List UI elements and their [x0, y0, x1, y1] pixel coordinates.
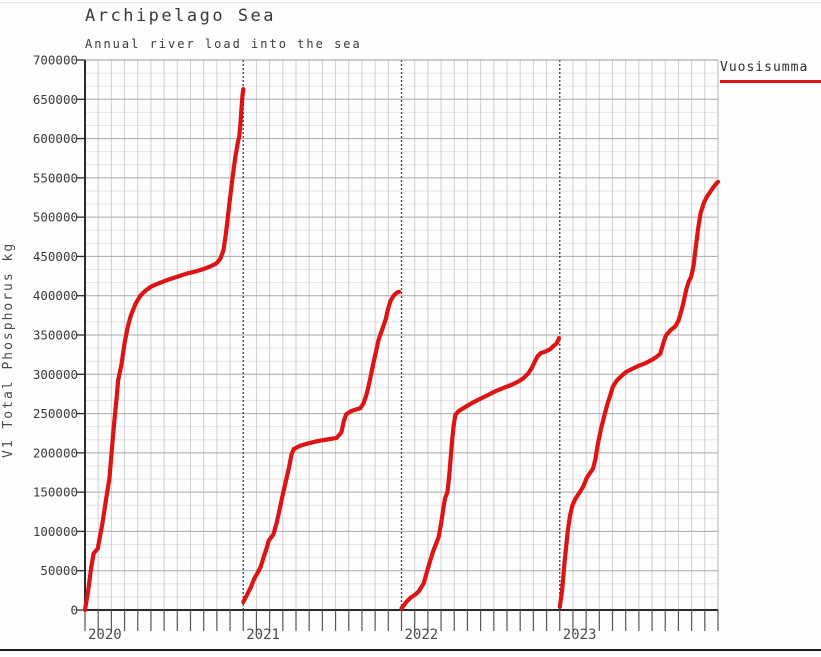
y-tick-label: 450000 [33, 249, 78, 264]
chart-title: Archipelago Sea [85, 6, 277, 26]
y-tick-label: 650000 [33, 92, 78, 107]
x-year-label: 2023 [563, 627, 597, 643]
y-tick-label: 400000 [33, 288, 78, 303]
series-line-vuosisumma-2020 [82, 86, 246, 613]
y-tick-label: 100000 [33, 524, 78, 539]
y-tick-label: 50000 [40, 563, 78, 578]
x-year-label: 2021 [246, 627, 280, 643]
x-year-label: 2022 [405, 627, 439, 643]
series-line-vuosisumma-2022 [399, 336, 562, 611]
y-tick-label: 200000 [33, 445, 78, 460]
y-tick-label: 600000 [33, 131, 78, 146]
x-year-label: 2020 [88, 627, 122, 643]
series-line-vuosisumma-2023 [557, 179, 721, 610]
y-tick-label: 300000 [33, 367, 78, 382]
series-line-vuosisumma-2021 [241, 289, 402, 605]
y-tick-label: 500000 [33, 210, 78, 225]
y-tick-label: 700000 [33, 53, 78, 68]
legend: Vuosisumma [720, 60, 821, 83]
legend-label: Vuosisumma [720, 60, 809, 75]
chart-subtitle: Annual river load into the sea [85, 37, 362, 51]
y-tick-label: 150000 [33, 485, 78, 500]
y-tick-label: 0 [70, 603, 78, 618]
page-top-border [0, 2, 821, 3]
page-bottom-border [0, 649, 821, 651]
legend-line-swatch [720, 80, 821, 83]
y-tick-label: 250000 [33, 406, 78, 421]
y-tick-label: 350000 [33, 328, 78, 343]
y-tick-label: 550000 [33, 170, 78, 185]
